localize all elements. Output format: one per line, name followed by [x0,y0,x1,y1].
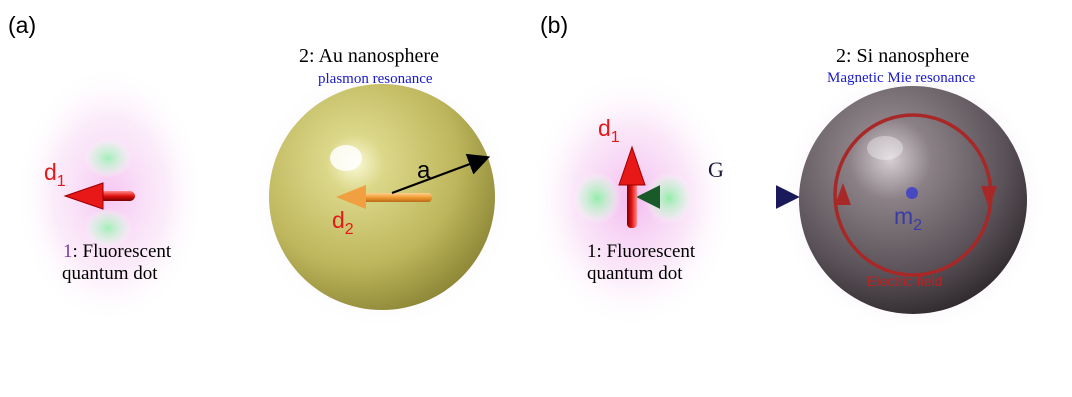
m2-label: m2 [894,203,922,234]
panel-a-figure: (a) d1 1: Fluorescent quantum dot 2: Au … [8,12,517,332]
radius-arrow [391,153,491,195]
dipole-d1-arrow [63,182,135,210]
d2-label: d2 [332,207,354,238]
gap-label: G [708,157,724,182]
sphere-highlight [330,145,362,171]
panel-b: (b) d1 G 1: Fluorescent quantum dot 2: S… [537,0,1072,397]
sphere-title-a: 2: Au nanosphere [299,45,439,67]
si-nanosphere [799,86,1027,314]
dipole-d2-arrow [336,185,432,209]
electric-field-label: Electric field [867,273,942,289]
sphere-title-b: 2: Si nanosphere [836,45,969,67]
panel-b-tag: (b) [540,12,568,38]
field-lobe-lower-a [84,208,132,248]
emitter-label-a-line2: quantum dot [62,263,158,284]
radius-label: a [417,157,431,184]
emitter-label-b-line1: 1: Fluorescent [587,241,696,262]
panel-a-tag: (a) [8,12,36,38]
d1-label-b: d1 [598,115,620,146]
electric-field-loop [833,113,997,277]
emitter-label-b-line2: quantum dot [587,263,683,284]
sphere-subtitle-b: Magnetic Mie resonance [827,70,976,86]
sphere-subtitle-a: plasmon resonance [318,71,433,87]
panel-b-figure: (b) d1 G 1: Fluorescent quantum dot 2: S… [537,12,1048,335]
field-lobe-left-b [573,172,621,224]
panel-a: (a) d1 1: Fluorescent quantum dot 2: Au … [0,0,530,397]
si-sphere-highlight [867,136,903,160]
panel-divider [530,0,537,397]
field-lobe-upper-a [84,138,132,178]
d1-label-a: d1 [44,159,66,190]
emitter-label-a-line1: 1: Fluorescent [63,241,172,262]
dipole-d1-arrow-b [618,145,646,228]
moment-m2-dot [906,187,918,199]
